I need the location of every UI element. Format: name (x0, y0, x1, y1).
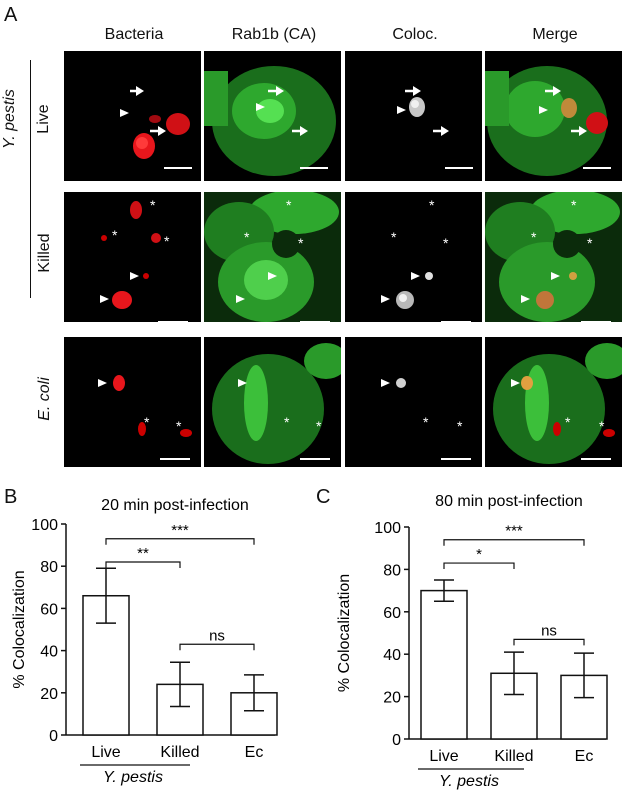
chart-c-ytick-label: 40 (383, 647, 401, 664)
svg-text:*: * (298, 235, 304, 251)
chart-c-ytick-label: 100 (374, 520, 401, 537)
micrograph-live-rab1b (204, 51, 341, 181)
chart-b-category-label: Ec (245, 744, 264, 761)
chart-c-ytick-label: 80 (383, 562, 401, 579)
chart-c-title: 80 min post-infection (435, 493, 583, 510)
chart-c-80min: 80 min post-infection % Colocalization 0 20… (336, 493, 608, 790)
chart-b-ytick-label: 60 (40, 601, 58, 618)
micrograph-ecoli-rab1b: * * (204, 337, 341, 467)
chart-b-ylabel: % Colocalization (11, 570, 28, 688)
svg-text:*: * (443, 235, 449, 251)
micrograph-live-coloc (345, 51, 482, 181)
svg-text:*: * (423, 414, 429, 430)
svg-text:*: * (164, 233, 170, 249)
micrograph-ecoli-merge: * * (485, 337, 622, 467)
micrograph-killed-rab1b: * * * (204, 192, 341, 322)
chart-b-ytick-label: 0 (49, 728, 58, 745)
chart-c-ylabel: % Colocalization (336, 574, 353, 692)
chart-b-significance-bracket (105, 561, 181, 568)
chart-b-category-label: Live (91, 744, 120, 761)
chart-c-group-label: Y. pestis (439, 773, 499, 790)
chart-b-significance-bracket (105, 538, 255, 545)
chart-c-category-label: Live (429, 748, 458, 765)
chart-b-20min: 20 min post-infection % Colocalization 0 20… (11, 497, 278, 786)
svg-text:*: * (571, 197, 577, 213)
svg-text:*: * (316, 418, 322, 434)
chart-c-ytick-label: 60 (383, 605, 401, 622)
chart-b-ytick-label: 80 (40, 559, 58, 576)
svg-text:*: * (150, 197, 156, 213)
group-bracket-line (30, 60, 31, 298)
chart-c-significance-bracket (513, 638, 585, 646)
chart-c-category-label: Killed (494, 748, 533, 765)
panel-b-letter: B (4, 486, 18, 508)
micrograph-killed-merge: * * * (485, 192, 622, 322)
micrograph-live-merge (485, 51, 622, 181)
panel-c-letter: C (316, 486, 331, 508)
svg-text:*: * (599, 418, 605, 434)
chart-c-significance-bracket (443, 539, 585, 546)
chart-b-significance-bracket (179, 643, 255, 651)
chart-b-title: 20 min post-infection (101, 497, 249, 514)
chart-c-bar (420, 589, 468, 740)
chart-c-significance-label: * (476, 546, 482, 563)
svg-text:*: * (457, 418, 463, 434)
chart-c-significance-label: *** (505, 523, 523, 540)
svg-text:*: * (284, 414, 290, 430)
svg-text:*: * (144, 414, 150, 430)
micrograph-killed-bacteria: * * * (64, 192, 201, 322)
chart-b-category-label: Killed (160, 744, 199, 761)
micrograph-ecoli-coloc: * * (345, 337, 482, 467)
panel-a-letter: A (4, 4, 18, 26)
chart-b-significance-label: *** (171, 522, 189, 539)
chart-c-category-label: Ec (575, 748, 594, 765)
svg-text:*: * (565, 414, 571, 430)
column-header-coloc: Coloc. (392, 26, 438, 43)
svg-text:*: * (176, 418, 182, 434)
group-label-y-pestis: Y. pestis (1, 89, 18, 149)
chart-b-significance-label: ** (137, 545, 149, 562)
chart-c-ytick-label: 0 (392, 732, 401, 749)
row-label-e-coli: E. coli (36, 377, 53, 421)
svg-text:*: * (429, 197, 435, 213)
column-header-merge: Merge (532, 26, 578, 43)
row-label-live: Live (35, 104, 52, 134)
chart-b-ytick-label: 100 (31, 517, 58, 534)
micrograph-killed-coloc: * * * (345, 192, 482, 322)
svg-text:*: * (286, 197, 292, 213)
column-header-rab1b: Rab1b (CA) (231, 26, 317, 43)
micrograph-live-bacteria (64, 51, 201, 181)
chart-c-ytick-label: 20 (383, 690, 401, 707)
chart-b-group-label: Y. pestis (103, 769, 163, 786)
micrograph-ecoli-bacteria: * * (64, 337, 201, 467)
chart-c-significance-bracket (443, 562, 515, 570)
svg-text:*: * (112, 227, 118, 243)
column-header-bacteria: Bacteria (104, 26, 164, 43)
chart-b-ytick-label: 40 (40, 644, 58, 661)
svg-text:*: * (391, 229, 397, 245)
svg-text:*: * (531, 229, 537, 245)
svg-text:*: * (244, 229, 250, 245)
row-label-killed: Killed (36, 233, 53, 273)
chart-c-significance-label: ns (541, 622, 557, 639)
svg-text:*: * (587, 235, 593, 251)
chart-b-ytick-label: 20 (40, 686, 58, 703)
chart-b-significance-label: ns (209, 627, 225, 644)
